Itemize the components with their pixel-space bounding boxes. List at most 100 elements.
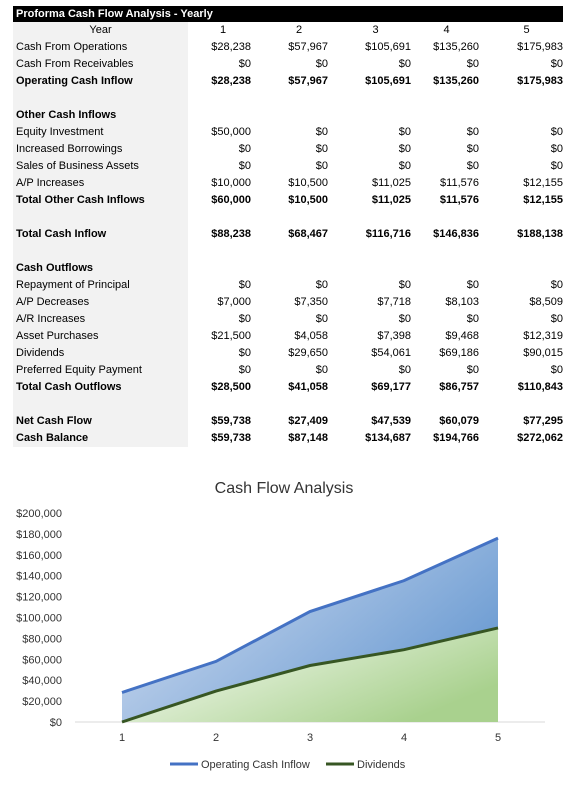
line-dividends: [121, 626, 499, 724]
row-value-col-2: $0: [315, 126, 328, 138]
table-row: A/R Increases $0 $0 $0 $0 $0: [13, 311, 563, 328]
row-value-col-2: $0: [315, 58, 328, 70]
row-value-col-4: $0: [466, 126, 479, 138]
table-row: Asset Purchases $21,500 $4,058 $7,398 $9,468…: [13, 328, 563, 345]
row-value-col-5: $0: [550, 58, 563, 70]
row-value-col-3: $69,177: [371, 381, 411, 393]
row-value-col-4: $135,260: [433, 41, 479, 53]
table-header-row: Year 1 2 3 4 5: [13, 22, 563, 39]
row-value-col-4: $0: [466, 279, 479, 291]
header-year-label: Year: [89, 24, 112, 36]
row-value-col-5: $12,319: [523, 330, 563, 342]
row-value-col-5: $0: [550, 160, 563, 172]
row-value-col-5: $0: [550, 126, 563, 138]
area-dividends: [122, 627, 498, 722]
row-label: Preferred Equity Payment: [16, 364, 142, 376]
y-tick-label: $0: [50, 717, 62, 729]
table-spacer-row: [13, 396, 563, 413]
legend-label: Dividends: [357, 759, 406, 771]
x-tick-label: 3: [307, 732, 313, 744]
table-row: Net Cash Flow $59,738 $27,409 $47,539 $60,07…: [13, 413, 563, 430]
row-value-col-4: $60,079: [439, 415, 479, 427]
row-value-col-2: $0: [315, 143, 328, 155]
table-title: Proforma Cash Flow Analysis - Yearly: [13, 6, 563, 22]
row-value-col-5: $0: [550, 143, 563, 155]
header-col-1: 1: [219, 24, 227, 36]
row-value-col-2: $0: [315, 313, 328, 325]
row-label: A/P Decreases: [16, 296, 90, 308]
row-value-col-3: $47,539: [371, 415, 411, 427]
row-value-col-4: $0: [466, 160, 479, 172]
row-label: Repayment of Principal: [16, 279, 130, 291]
row-label: Other Cash Inflows: [16, 109, 117, 121]
chart-lines: [121, 536, 499, 724]
row-value-col-4: $11,576: [439, 194, 479, 206]
row-value-col-5: $0: [550, 313, 563, 325]
row-value-col-5: $8,509: [529, 296, 563, 308]
y-tick-label: $60,000: [22, 654, 62, 666]
table-grid: Year 1 2 3 4 5 Cash From Operations $28,2…: [13, 22, 563, 447]
chart-areas: [122, 538, 498, 722]
row-value-col-4: $86,757: [439, 381, 479, 393]
row-value-col-1: $10,000: [211, 177, 251, 189]
row-value-col-3: $0: [398, 160, 411, 172]
y-tick-label: $120,000: [16, 592, 62, 604]
row-value-col-1: $88,238: [211, 228, 251, 240]
table-row: A/P Decreases $7,000 $7,350 $7,718 $8,103 $8,…: [13, 294, 563, 311]
table-row: Repayment of Principal $0 $0 $0 $0 $0: [13, 277, 563, 294]
header-col-4: 4: [443, 24, 450, 36]
row-label: Increased Borrowings: [16, 143, 123, 155]
row-value-col-4: $11,576: [440, 177, 479, 189]
row-value-col-5: $90,015: [523, 347, 563, 359]
row-value-col-3: $134,687: [365, 432, 411, 444]
chart-title: Cash Flow Analysis: [215, 480, 354, 497]
y-tick-label: $40,000: [22, 675, 62, 687]
header-col-3: 3: [372, 24, 379, 36]
row-value-col-5: $188,138: [517, 228, 563, 240]
row-value-col-5: $175,983: [517, 75, 563, 87]
row-value-col-5: $0: [550, 364, 563, 376]
row-value-col-5: $272,062: [517, 432, 563, 444]
row-value-col-4: $0: [466, 58, 479, 70]
row-label: Operating Cash Inflow: [16, 75, 133, 87]
row-value-col-3: $105,691: [365, 75, 411, 87]
row-label: Asset Purchases: [16, 330, 99, 342]
table-row: Cash Outflows: [13, 260, 563, 277]
y-tick-label: $100,000: [16, 613, 62, 625]
table-row: Cash From Operations $28,238 $57,967 $105,6…: [13, 39, 563, 56]
row-value-col-1: $59,738: [211, 415, 251, 427]
row-value-col-3: $0: [398, 126, 411, 138]
row-value-col-3: $0: [398, 143, 411, 155]
x-tick-label: 5: [495, 732, 501, 744]
row-label: Sales of Business Assets: [16, 160, 139, 172]
row-value-col-3: $0: [398, 313, 411, 325]
row-value-col-2: $10,500: [288, 177, 328, 189]
row-label: Total Cash Inflow: [16, 228, 107, 240]
row-value-col-3: $0: [398, 364, 411, 376]
legend-label: Operating Cash Inflow: [201, 759, 310, 771]
row-value-col-5: $110,843: [517, 381, 563, 393]
table-row: Total Cash Inflow $88,238 $68,467 $116,716 $…: [13, 226, 563, 243]
row-label: Cash Balance: [16, 432, 89, 444]
row-label: Cash From Receivables: [16, 58, 134, 70]
row-value-col-1: $59,738: [211, 432, 251, 444]
row-value-col-3: $0: [398, 279, 411, 291]
row-value-col-1: $28,238: [211, 75, 251, 87]
x-tick-label: 2: [213, 732, 219, 744]
row-value-col-5: $12,155: [523, 194, 563, 206]
row-value-col-2: $57,967: [288, 41, 328, 53]
table-row: Other Cash Inflows: [13, 107, 563, 124]
chart-legend: Operating Cash Inflow Dividends: [170, 759, 406, 771]
row-value-col-4: $69,186: [439, 347, 479, 359]
row-value-col-2: $0: [315, 160, 328, 172]
row-value-col-4: $146,836: [433, 228, 479, 240]
header-col-2: 2: [295, 24, 303, 36]
row-value-col-3: $116,716: [365, 228, 411, 240]
line-operating-cash-inflow: [121, 536, 499, 694]
row-value-col-1: $0: [238, 279, 251, 291]
row-value-col-2: $41,058: [288, 381, 328, 393]
row-value-col-1: $7,000: [217, 296, 251, 308]
table-body: Cash From Operations $28,238 $57,967 $105,6…: [13, 39, 563, 447]
row-value-col-1: $28,238: [211, 41, 251, 53]
row-value-col-3: $11,025: [371, 194, 411, 206]
